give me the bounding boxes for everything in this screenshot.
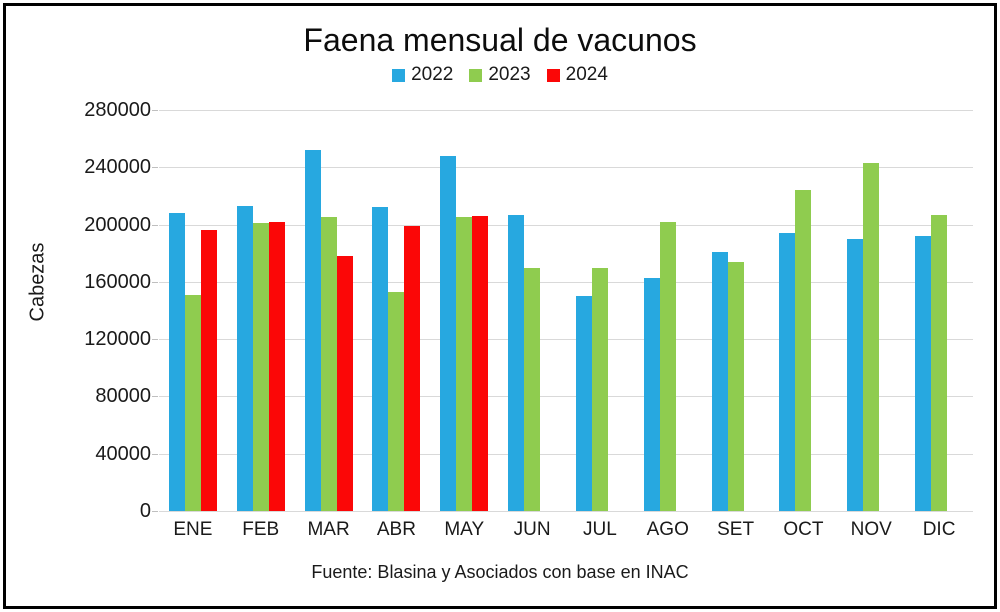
- bar-2023-DIC: [931, 214, 948, 511]
- bar-2024-FEB: [268, 221, 285, 511]
- bar-2022-JUN: [508, 214, 525, 511]
- bar-2022-NOV: [847, 238, 864, 511]
- x-tick-label: OCT: [783, 519, 824, 540]
- bar-2024-MAY: [472, 215, 489, 511]
- x-tick-label: NOV: [850, 519, 892, 540]
- gridline: [159, 339, 973, 341]
- bar-2022-MAY: [440, 155, 457, 511]
- y-tick-label: 240000: [84, 156, 151, 179]
- y-axis-tick: [152, 110, 158, 111]
- y-axis-tick: [152, 281, 158, 283]
- bar-2023-MAY: [456, 217, 473, 511]
- gridline: [159, 396, 973, 398]
- y-axis-title: Cabezas: [26, 242, 49, 322]
- x-tick-label: ABR: [376, 519, 416, 540]
- legend-swatch-2023: [469, 68, 483, 82]
- bar-2023-AGO: [659, 221, 676, 511]
- bar-2022-OCT: [779, 233, 796, 511]
- bar-2022-FEB: [236, 205, 253, 511]
- bar-2023-SET: [727, 261, 744, 511]
- y-axis-tick: [152, 339, 158, 341]
- chart-border-frame: [3, 3, 997, 609]
- x-tick-label: AGO: [646, 519, 689, 540]
- gridline: [159, 281, 973, 283]
- y-tick-label: 40000: [95, 442, 151, 465]
- x-tick-label: FEB: [242, 519, 280, 540]
- y-axis-tick: [152, 224, 158, 226]
- legend-item-2024: 2024: [546, 64, 608, 86]
- chart-title: Faena mensual de vacunos: [303, 22, 697, 58]
- y-tick-label: 280000: [84, 99, 151, 121]
- bar-2023-OCT: [795, 190, 812, 511]
- bar-2024-ENE: [200, 230, 217, 511]
- y-tick-label: 0: [139, 500, 151, 522]
- y-axis-tick: [152, 453, 158, 455]
- source-caption: Fuente: Blasina y Asociados con base en …: [311, 562, 689, 582]
- legend-label: 2024: [565, 64, 608, 85]
- bar-2024-MAR: [336, 256, 353, 511]
- gridline: [159, 453, 973, 455]
- legend: 2022 2023 2024: [0, 64, 1000, 86]
- x-tick-label: ENE: [173, 519, 213, 540]
- bar-2023-JUL: [591, 267, 608, 511]
- y-axis-tick: [152, 511, 158, 512]
- legend-label: 2023: [488, 64, 531, 85]
- x-tick-label: MAR: [307, 519, 350, 540]
- y-axis-tick: [152, 167, 158, 169]
- gridline: [159, 110, 973, 111]
- bar-2022-JUL: [575, 296, 592, 511]
- legend-item-2022: 2022: [392, 64, 453, 86]
- y-axis-tick: [152, 396, 158, 398]
- bar-2022-AGO: [643, 277, 660, 511]
- bar-2024-ABR: [404, 226, 421, 511]
- gridline: [159, 511, 973, 512]
- legend-label: 2022: [411, 64, 454, 85]
- legend-item-2023: 2023: [469, 64, 531, 86]
- bar-2023-FEB: [252, 223, 269, 511]
- legend-swatch-2022: [392, 68, 406, 82]
- y-tick-label: 120000: [84, 328, 151, 351]
- bar-2022-ABR: [372, 207, 389, 511]
- y-tick-label: 160000: [84, 270, 151, 293]
- bar-2022-DIC: [915, 236, 932, 511]
- plot-area: 0 40000 80000 120000 160000 200000 240000 28000…: [84, 100, 973, 540]
- legend-swatch-2024: [546, 68, 560, 82]
- bar-2023-NOV: [863, 163, 880, 511]
- bar-2023-ABR: [388, 291, 405, 511]
- bar-2022-MAR: [304, 150, 321, 511]
- y-tick-label: 200000: [84, 213, 151, 236]
- x-tick-label: SET: [717, 519, 755, 540]
- y-tick-label: 80000: [95, 385, 151, 408]
- bar-2023-ENE: [184, 294, 201, 511]
- bar-2023-MAR: [320, 217, 337, 511]
- gridline: [159, 224, 973, 226]
- bar-2022-SET: [711, 251, 728, 511]
- x-tick-label: JUN: [513, 519, 551, 540]
- x-tick-label: MAY: [444, 519, 485, 540]
- bar-2023-JUN: [524, 267, 541, 511]
- x-tick-label: DIC: [922, 519, 956, 540]
- bar-2022-ENE: [168, 213, 185, 511]
- x-tick-label: JUL: [583, 519, 617, 540]
- gridline: [159, 167, 973, 169]
